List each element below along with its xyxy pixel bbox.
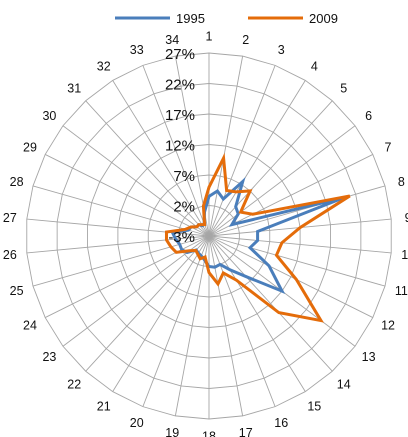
category-label: 22 (67, 377, 81, 391)
category-label: 18 (202, 430, 216, 437)
series-line-2009 (164, 152, 351, 323)
category-label: 14 (337, 377, 351, 391)
category-label: 16 (274, 416, 288, 430)
grid-spoke (208, 56, 244, 237)
grid-spoke (142, 235, 210, 407)
grid-layer (26, 52, 392, 420)
category-label: 25 (10, 284, 24, 298)
grid-spoke (208, 235, 392, 254)
grid-spoke (208, 235, 386, 287)
category-label: 13 (362, 350, 376, 364)
category-label: 19 (165, 426, 179, 437)
tick-label: 17% (165, 107, 195, 124)
grid-spoke (208, 65, 276, 237)
grid-spoke (44, 235, 210, 318)
grid-spoke (85, 235, 210, 372)
series-line-1995 (170, 176, 345, 295)
grid-spoke (32, 185, 210, 237)
category-label: 27 (3, 211, 17, 225)
category-label: 33 (130, 43, 144, 57)
tick-label: 22% (165, 77, 195, 94)
category-label: 9 (405, 211, 408, 225)
legend-label: 1995 (176, 11, 205, 26)
grid-spoke (62, 235, 210, 347)
category-label: 20 (130, 416, 144, 430)
category-label: 7 (385, 140, 392, 154)
category-label-layer: 1234567891011121314151617181920212223242… (3, 30, 408, 437)
grid-spoke (85, 100, 210, 237)
category-label: 1 (206, 30, 213, 44)
tick-label: 7% (173, 168, 195, 185)
tick-label: 27% (165, 46, 195, 63)
grid-spoke (208, 235, 306, 392)
tick-label: -3% (168, 229, 195, 246)
category-label: 8 (398, 175, 405, 189)
grid-spoke (62, 125, 210, 237)
category-label: 12 (381, 319, 395, 333)
category-label: 26 (3, 248, 17, 262)
category-label: 5 (340, 82, 347, 96)
grid-spoke (142, 65, 210, 237)
grid-spoke (112, 235, 210, 392)
legend: 1995 2009 (115, 11, 338, 26)
tick-label: 12% (165, 138, 195, 155)
grid-spoke (208, 235, 374, 318)
category-label: 6 (365, 109, 372, 123)
series-layer (164, 152, 351, 323)
grid-spoke (208, 100, 333, 237)
grid-spoke (44, 154, 210, 237)
category-label: 34 (165, 33, 179, 47)
grid-spoke (208, 235, 333, 372)
category-label: 24 (23, 319, 37, 333)
tick-label-layer: -3% 2% 7% 12% 17% 22% 27% (165, 46, 195, 246)
category-label: 32 (97, 59, 111, 73)
category-label: 11 (395, 284, 408, 298)
tick-label: 2% (173, 199, 195, 216)
category-label: 15 (307, 400, 321, 414)
category-label: 29 (23, 140, 37, 154)
legend-label: 2009 (309, 11, 338, 26)
grid-spoke (208, 80, 306, 237)
grid-spoke (208, 125, 356, 237)
category-label: 23 (42, 350, 56, 364)
category-label: 17 (239, 426, 253, 437)
category-label: 10 (401, 248, 408, 262)
category-label: 31 (67, 82, 81, 96)
category-label: 3 (278, 43, 285, 57)
grid-spoke (174, 235, 210, 416)
category-label: 2 (242, 33, 249, 47)
category-label: 28 (10, 175, 24, 189)
grid-spoke (208, 185, 386, 237)
grid-spoke (112, 80, 210, 237)
category-label: 4 (311, 59, 318, 73)
category-label: 30 (42, 109, 56, 123)
grid-spoke (26, 235, 210, 254)
category-label: 21 (97, 400, 111, 414)
